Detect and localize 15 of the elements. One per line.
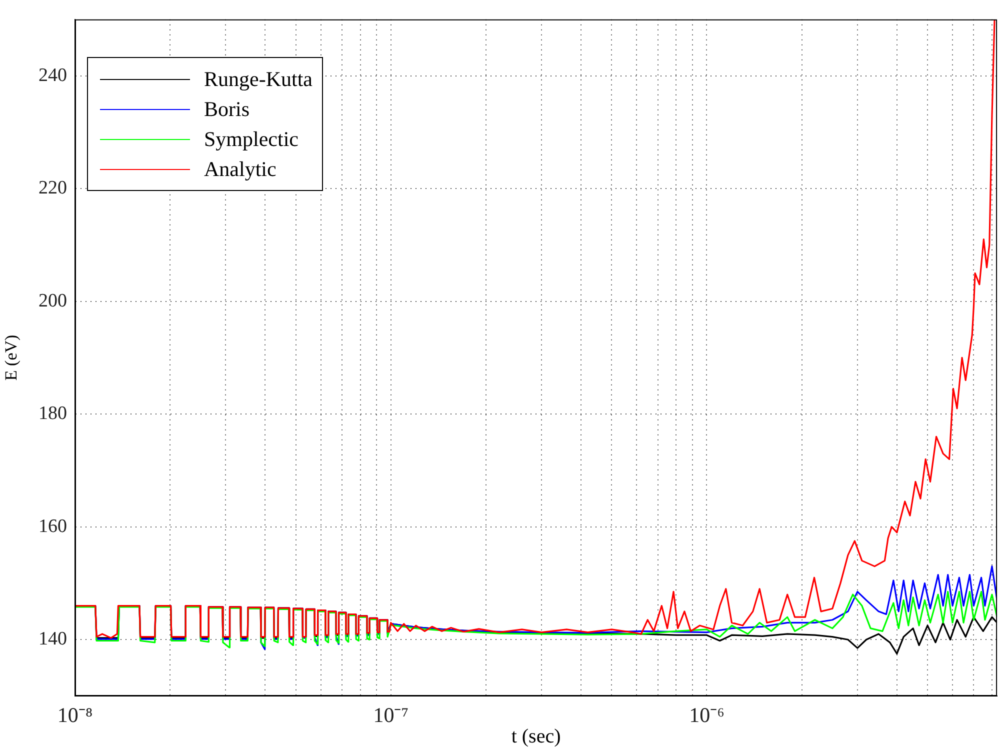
y-tick-label: 220 bbox=[38, 178, 67, 199]
y-tick-label: 180 bbox=[38, 403, 67, 424]
legend-label: Runge-Kutta bbox=[204, 66, 312, 94]
legend-label: Boris bbox=[204, 96, 250, 124]
x-axis-title: t (sec) bbox=[511, 725, 561, 748]
legend-label: Symplectic bbox=[204, 126, 298, 154]
legend-label: Analytic bbox=[204, 156, 276, 184]
x-tick-label: 10⁻⁶ bbox=[689, 703, 724, 728]
y-tick-label: 240 bbox=[38, 64, 67, 86]
y-axis-title: E (eV) bbox=[2, 334, 21, 381]
x-tick-label: 10⁻⁸ bbox=[57, 703, 93, 728]
x-tick-label: 10⁻⁷ bbox=[373, 703, 409, 728]
y-tick-label: 140 bbox=[38, 628, 67, 650]
y-tick-label: 160 bbox=[38, 516, 67, 537]
y-tick-label: 200 bbox=[38, 290, 67, 312]
